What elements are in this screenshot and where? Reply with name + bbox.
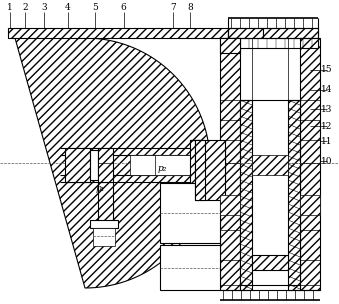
Text: 14: 14: [321, 85, 332, 94]
Bar: [90, 220, 118, 228]
Text: p₂: p₂: [158, 164, 167, 173]
Bar: [195, 148, 220, 155]
Text: p₁: p₁: [95, 184, 105, 193]
Text: 4: 4: [65, 4, 71, 12]
Bar: [210, 155, 215, 175]
Bar: [263, 28, 318, 38]
Bar: [240, 100, 252, 290]
Text: 5: 5: [92, 4, 98, 12]
Bar: [195, 140, 205, 200]
Bar: [220, 38, 240, 53]
Text: 3: 3: [41, 4, 47, 12]
Text: 6: 6: [121, 4, 126, 12]
Bar: [220, 38, 240, 290]
Text: 1: 1: [7, 4, 13, 12]
Text: 11: 11: [321, 137, 332, 146]
Bar: [195, 140, 225, 200]
Bar: [65, 148, 90, 182]
Bar: [288, 100, 300, 290]
Bar: [252, 155, 288, 175]
Bar: [90, 150, 98, 180]
Text: 2: 2: [23, 4, 28, 12]
Text: 8: 8: [187, 4, 193, 12]
Bar: [228, 28, 263, 38]
Bar: [130, 155, 195, 175]
Bar: [8, 28, 228, 38]
Text: 10: 10: [321, 157, 332, 166]
Text: 15: 15: [321, 65, 332, 74]
Text: 13: 13: [321, 105, 332, 114]
Circle shape: [93, 155, 113, 175]
Bar: [252, 38, 288, 290]
Bar: [220, 195, 240, 215]
Bar: [190, 140, 200, 190]
Bar: [215, 148, 225, 182]
Bar: [160, 245, 220, 290]
Bar: [155, 155, 190, 175]
Bar: [300, 38, 320, 290]
Bar: [252, 255, 288, 270]
Text: 7: 7: [170, 4, 176, 12]
Bar: [98, 148, 113, 182]
Text: 12: 12: [321, 122, 332, 131]
Bar: [195, 175, 220, 182]
Bar: [160, 183, 220, 243]
Bar: [93, 228, 115, 246]
Bar: [300, 195, 320, 215]
Polygon shape: [15, 38, 210, 288]
